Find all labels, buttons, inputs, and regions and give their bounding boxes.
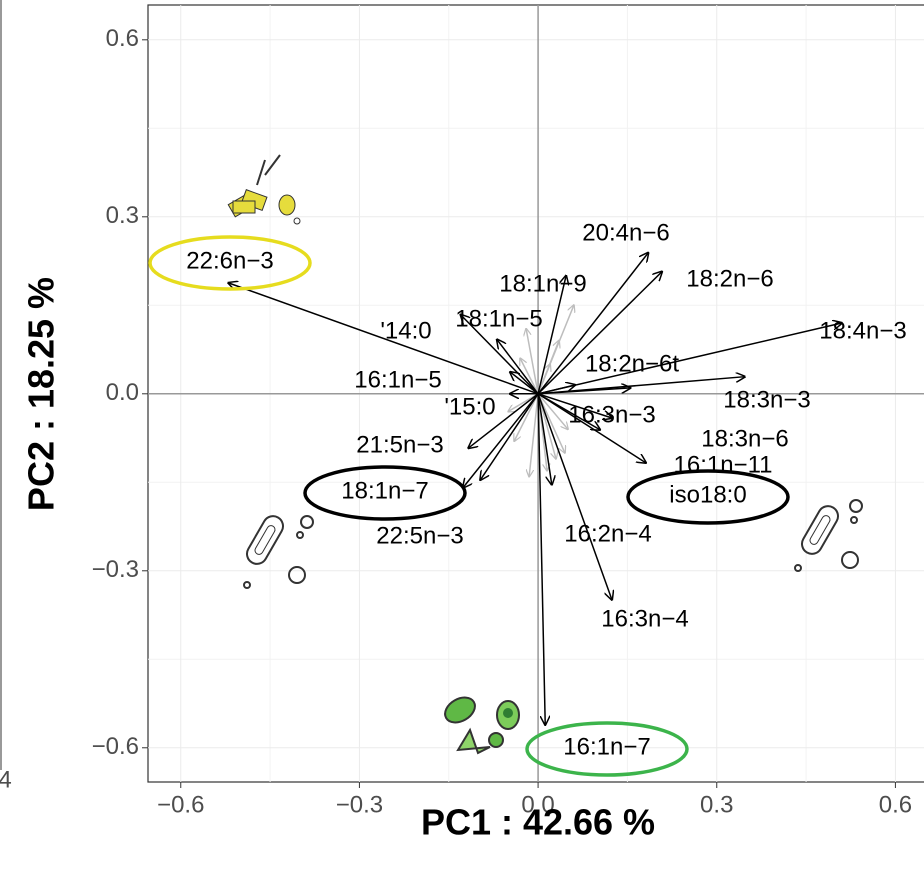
loading-label: 18:4n−3 — [819, 317, 906, 344]
y-tick-label: −0.3 — [92, 556, 139, 583]
loading-label: 18:3n−6 — [701, 425, 788, 452]
minor-loading-arrow — [537, 393, 556, 459]
y-tick-label: 0.0 — [106, 379, 139, 406]
loading-arrow — [510, 372, 539, 395]
loading-label: 16:1n−11 — [674, 451, 773, 478]
loading-label: 22:6n−3 — [186, 247, 273, 274]
loading-arrow — [228, 283, 539, 395]
icons — [227, 154, 863, 755]
loading-arrow — [537, 393, 552, 485]
loading-label: 16:1n−5 — [354, 366, 441, 393]
loading-label: 18:1n−9 — [499, 270, 586, 297]
loading-arrow — [480, 393, 539, 480]
algae-icon — [444, 696, 520, 755]
y-tick-label: 0.6 — [106, 25, 139, 52]
loading-arrow — [537, 385, 575, 395]
y-axis-title: PC2 : 18.25 % — [21, 277, 62, 511]
minor-loading-arrow — [526, 329, 539, 394]
loading-label: 18:1n−5 — [455, 305, 542, 332]
loading-label: iso18:0 — [669, 481, 746, 508]
loading-label: 16:3n−3 — [568, 401, 655, 428]
minor-loading-arrow — [520, 358, 539, 395]
x-axis-title: PC1 : 42.66 % — [421, 802, 655, 843]
loading-arrow — [537, 276, 566, 394]
loading-arrow — [537, 323, 842, 395]
loading-arrow — [461, 315, 539, 395]
minor-loading-arrow — [537, 364, 550, 395]
x-tick-label: 0.3 — [700, 791, 733, 818]
loading-arrow — [537, 253, 648, 395]
loading-label: 21:5n−3 — [356, 431, 443, 458]
loading-label: '14:0 — [380, 317, 431, 344]
bacteria-icon — [794, 499, 863, 572]
loading-label: 22:5n−3 — [376, 522, 463, 549]
edge-fragment: 4 — [0, 766, 12, 793]
loading-label: 16:3n−4 — [601, 605, 688, 632]
minor-loading-arrow — [537, 393, 565, 453]
loading-label: 20:4n−6 — [582, 219, 669, 246]
y-tick-label: 0.3 — [106, 202, 139, 229]
loading-label: 16:1n−7 — [563, 733, 650, 760]
x-tick-label: 0.0 — [521, 791, 554, 818]
highlight-ellipse — [148, 235, 312, 291]
loading-arrow — [537, 272, 662, 395]
loading-arrow — [537, 393, 600, 430]
x-tick-label: −0.3 — [336, 791, 383, 818]
loading-label: 18:2n−6 — [686, 265, 773, 292]
loading-label: 18:2n−6t — [585, 350, 679, 377]
loading-arrow — [463, 393, 539, 488]
highlight-ellipse — [626, 469, 790, 525]
highlight-ellipse — [525, 721, 689, 777]
loading-arrow — [537, 393, 612, 418]
loading-arrow — [537, 393, 545, 725]
minor-loading-arrow — [537, 393, 568, 429]
highlight-ellipse — [303, 465, 467, 521]
loading-label: '15:0 — [444, 393, 495, 420]
minor-loading-arrow — [529, 393, 539, 477]
bacteria-icon — [243, 515, 314, 589]
x-tick-label: −0.6 — [157, 791, 204, 818]
loading-label: 18:1n−7 — [341, 477, 428, 504]
y-tick-label: −0.6 — [92, 733, 139, 760]
loading-arrow — [537, 393, 612, 600]
minor-loading-arrow — [514, 393, 539, 441]
diatom-icon — [227, 154, 301, 225]
loading-label: 16:2n−4 — [564, 520, 651, 547]
x-tick-label: 0.6 — [879, 791, 912, 818]
loading-arrow — [497, 340, 539, 395]
loading-arrow — [468, 393, 539, 448]
loading-label: 18:3n−3 — [723, 386, 810, 413]
